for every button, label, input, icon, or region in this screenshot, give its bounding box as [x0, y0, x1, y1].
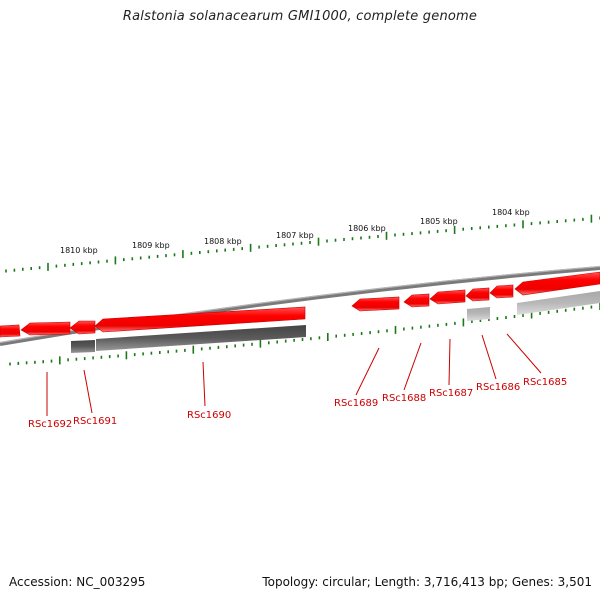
scale-label-1807: 1807 kbp — [276, 231, 314, 240]
accession-info: Accession: NC_003295 — [9, 575, 145, 589]
gene-arrow-rsc1689[interactable] — [351, 296, 400, 312]
accession-value: NC_003295 — [76, 575, 146, 589]
length-label: Length: — [374, 575, 421, 589]
leader-rsc1689 — [355, 347, 380, 396]
gene-label-rsc1691[interactable]: RSc1691 — [73, 416, 117, 427]
genes-value: 3,501 — [557, 575, 592, 589]
scale-ticks-lower — [9, 302, 600, 366]
genes-label: Genes: — [511, 575, 554, 589]
genome-title: Ralstonia solanacearum GMI1000, complete… — [122, 9, 478, 24]
gene-arrow-rsc1690[interactable] — [94, 306, 306, 333]
leader-rsc1685 — [506, 333, 542, 374]
scale-labels: 1810 kbp 1809 kbp 1808 kbp 1807 kbp 1806… — [60, 208, 530, 255]
gene-arrow-rsc1688[interactable] — [403, 293, 430, 308]
gene-arrow-rsc1687[interactable] — [429, 289, 466, 305]
scale-label-1804: 1804 kbp — [492, 208, 530, 217]
gene-arrow-rsc1685a[interactable] — [489, 284, 514, 299]
feature-track-gray — [71, 291, 600, 353]
gene-arrow-rsc1692[interactable] — [20, 321, 71, 336]
leader-rsc1686 — [481, 334, 497, 380]
feature-dark-rsc1691[interactable] — [71, 340, 95, 353]
topology-value: circular — [322, 575, 367, 589]
scale-label-1808: 1808 kbp — [204, 237, 242, 246]
scale-label-1809: 1809 kbp — [132, 241, 170, 250]
gene-label-rsc1685[interactable]: RSc1685 — [523, 377, 567, 388]
scale-label-1806: 1806 kbp — [348, 224, 386, 233]
scale-ticks-upper — [5, 214, 600, 273]
gene-label-rsc1692[interactable]: RSc1692 — [28, 419, 72, 430]
accession-label: Accession: — [9, 575, 73, 589]
scale-label-1805: 1805 kbp — [420, 217, 458, 226]
gene-arrow-rsc1691[interactable] — [69, 320, 96, 335]
feature-light-rsc1686[interactable] — [467, 307, 490, 321]
gene-arrow-left-edge[interactable] — [0, 324, 21, 338]
leader-rsc1690 — [202, 361, 206, 407]
gene-label-rsc1687[interactable]: RSc1687 — [429, 388, 473, 399]
genome-stats: Topology: circular; Length: 3,716,413 bp… — [262, 575, 592, 589]
gene-label-rsc1689[interactable]: RSc1689 — [334, 398, 378, 409]
gene-label-leaders — [46, 333, 542, 416]
gene-track-red — [0, 271, 600, 338]
gene-arrow-rsc1686[interactable] — [465, 287, 490, 302]
scale-label-1810: 1810 kbp — [60, 246, 98, 255]
feature-light-rsc1685[interactable] — [517, 291, 600, 315]
gene-arrow-rsc1685[interactable] — [514, 271, 600, 296]
length-value: 3,716,413 bp — [423, 575, 504, 589]
leader-rsc1688 — [403, 342, 422, 391]
gene-label-rsc1688[interactable]: RSc1688 — [382, 393, 426, 404]
gene-label-rsc1690[interactable]: RSc1690 — [187, 410, 231, 421]
leader-rsc1691 — [83, 369, 93, 414]
feature-dark-rsc1690[interactable] — [96, 325, 306, 351]
topology-label: Topology: — [262, 575, 319, 589]
gene-labels: RSc1692 RSc1691 RSc1690 RSc1689 RSc1688 … — [28, 377, 567, 430]
gene-label-rsc1686[interactable]: RSc1686 — [476, 382, 520, 393]
leader-rsc1687 — [448, 338, 451, 386]
